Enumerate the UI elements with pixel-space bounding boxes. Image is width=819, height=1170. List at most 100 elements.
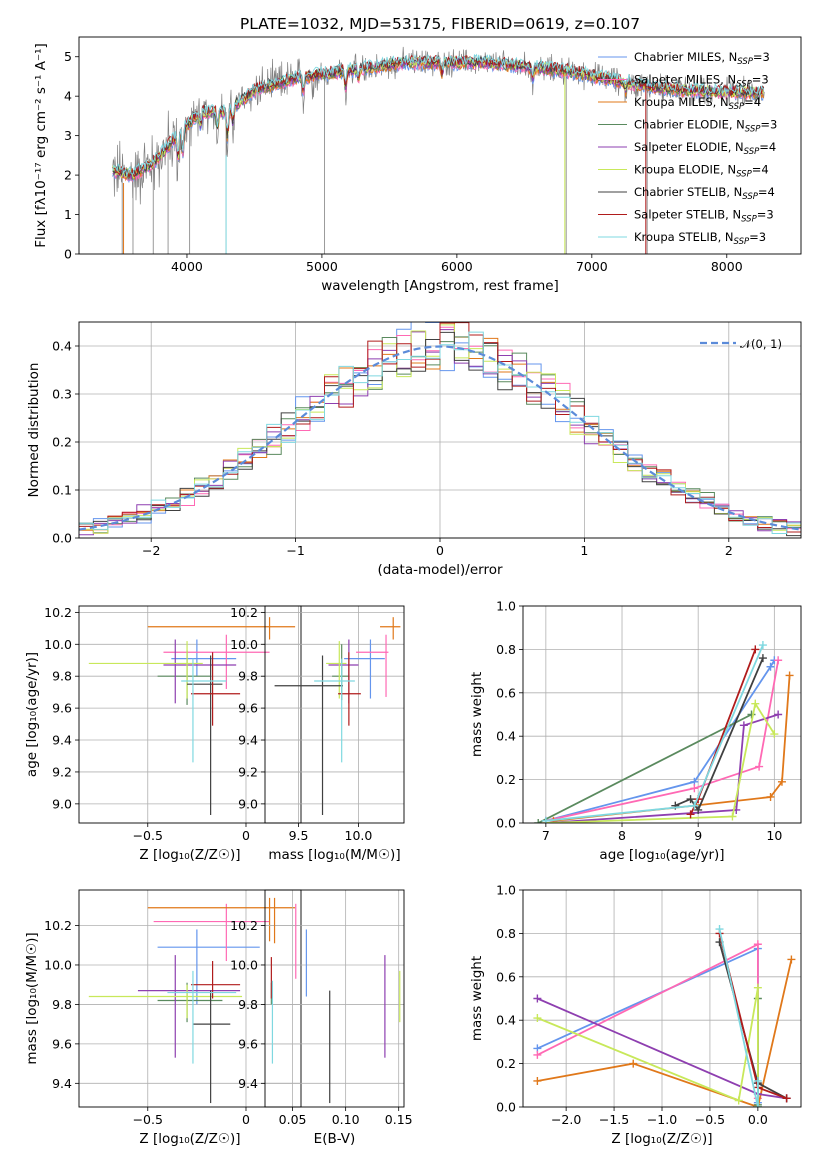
error-bar-point bbox=[380, 617, 401, 640]
y-tick-label: 1.0 bbox=[496, 599, 516, 614]
plus-marker bbox=[782, 1094, 791, 1103]
error-bar-point bbox=[274, 655, 343, 816]
x-tick-label: 9.5 bbox=[289, 828, 309, 843]
plus-marker bbox=[533, 1014, 542, 1023]
error-bar-point bbox=[171, 639, 237, 677]
error-bar-point bbox=[192, 990, 231, 1104]
y-tick-label: 9.0 bbox=[238, 796, 258, 811]
y-tick-label: 10.2 bbox=[44, 918, 72, 933]
x-tick-label: 0 bbox=[436, 543, 444, 558]
y-tick-label: 0.1 bbox=[52, 483, 72, 498]
x-tick-label: 2 bbox=[725, 543, 733, 558]
legend-entry: Kroupa STELIB, NSSP=3 bbox=[634, 230, 766, 247]
axes-frame bbox=[522, 605, 802, 824]
y-tick-label: 4 bbox=[64, 89, 72, 104]
age-Z-panel: −0.5 0 9.0 9.2 9.4 9.6 9.8 10.0 10.2 Z [log₁₀(Z/Z… bbox=[24, 605, 302, 863]
error-bar-point bbox=[314, 658, 355, 763]
plot-area bbox=[79, 322, 801, 537]
y-tick-label: 0.2 bbox=[496, 772, 516, 787]
x-tick-label: 0 bbox=[242, 828, 250, 843]
x-tick-label: −1 bbox=[286, 543, 304, 558]
plus-marker bbox=[533, 994, 542, 1003]
plus-marker bbox=[541, 816, 550, 823]
plus-marker bbox=[785, 671, 794, 680]
y-axis-label: Flux [fλ10⁻¹⁷ erg cm⁻² s⁻¹ A⁻¹] bbox=[33, 43, 49, 248]
plus-marker bbox=[533, 1076, 542, 1085]
y-tick-label: 9.0 bbox=[52, 796, 72, 811]
x-tick-label: −1.5 bbox=[599, 1112, 629, 1127]
x-tick-label: 6000 bbox=[441, 259, 473, 274]
axes-frame bbox=[78, 889, 302, 1108]
plot-area bbox=[534, 641, 794, 823]
x-axis-label: Z [log₁₀(Z/Z☉)] bbox=[611, 1131, 712, 1147]
plus-marker bbox=[690, 801, 699, 810]
plus-marker bbox=[766, 792, 775, 801]
x-axis-label: E(B-V) bbox=[314, 1131, 356, 1147]
age-mass-panel: 9.5 10.0 9.0 9.2 9.4 9.6 9.8 10.0 10.2 mass [log₁… bbox=[230, 605, 405, 863]
y-tick-label: 9.6 bbox=[52, 701, 72, 716]
plus-marker bbox=[694, 805, 703, 814]
error-bar-point bbox=[147, 617, 296, 640]
y-tick-label: 9.4 bbox=[52, 733, 72, 748]
x-tick-label: 4000 bbox=[171, 259, 203, 274]
plot-area bbox=[533, 925, 796, 1107]
plus-marker bbox=[766, 662, 775, 671]
error-bar-point bbox=[190, 652, 241, 726]
x-tick-label: 10.0 bbox=[345, 828, 373, 843]
y-tick-label: 10.2 bbox=[44, 605, 72, 620]
error-bar-point bbox=[153, 903, 270, 962]
y-tick-label: 0.6 bbox=[496, 685, 516, 700]
x-tick-label: 0.05 bbox=[279, 1112, 307, 1127]
x-axis-label: Z [log₁₀(Z/Z☉)] bbox=[139, 1131, 240, 1147]
error-bar-point bbox=[163, 634, 270, 689]
spectrum-panel: 4000 5000 6000 7000 8000 0 1 2 3 4 5 PLATE=1032, MJ… bbox=[33, 15, 802, 294]
y-axis-label: mass weight bbox=[469, 956, 485, 1041]
plot-area bbox=[270, 897, 401, 1104]
x-tick-label: 7 bbox=[542, 828, 550, 843]
mass-weight-line-2 bbox=[537, 959, 793, 1107]
legend-entry: Salpeter STELIB, NSSP=3 bbox=[634, 208, 774, 225]
plus-marker bbox=[753, 1103, 762, 1107]
x-axis-label: wavelength [Angstrom, rest frame] bbox=[321, 278, 559, 294]
x-tick-label: 0.0 bbox=[748, 1112, 768, 1127]
axes-frame bbox=[264, 605, 405, 824]
legend-entry: Salpeter MILES, NSSP=3 bbox=[634, 73, 769, 90]
mass-weight-line-8 bbox=[718, 928, 759, 1107]
y-tick-label: 10.0 bbox=[230, 637, 258, 652]
y-tick-label: 9.8 bbox=[238, 669, 258, 684]
x-tick-label: 7000 bbox=[576, 259, 608, 274]
y-tick-label: 0.8 bbox=[496, 642, 516, 657]
plus-marker bbox=[770, 730, 779, 739]
y-tick-label: 0.0 bbox=[496, 816, 516, 831]
x-axis-label: mass [log₁₀(M/M☉)] bbox=[268, 847, 400, 863]
plus-marker bbox=[774, 656, 783, 665]
error-bar-point bbox=[332, 644, 349, 701]
error-bar-point bbox=[157, 929, 260, 1005]
y-tick-label: 10.0 bbox=[44, 637, 72, 652]
axes-frame bbox=[522, 889, 802, 1108]
mass-weight-line-4 bbox=[545, 713, 779, 823]
legend-entry: Chabrier ELODIE, NSSP=3 bbox=[634, 118, 777, 135]
legend-entry: Salpeter ELODIE, NSSP=4 bbox=[634, 140, 776, 157]
y-tick-label: 9.4 bbox=[238, 1076, 258, 1091]
y-tick-label: 9.6 bbox=[238, 1036, 258, 1051]
chart-title: PLATE=1032, MJD=53175, FIBERID=0619, z=0… bbox=[240, 15, 640, 33]
plus-marker bbox=[755, 762, 764, 771]
error-bar-point bbox=[167, 970, 237, 1064]
legend-entry: Kroupa MILES, NSSP=4 bbox=[634, 95, 761, 112]
y-tick-label: 9.8 bbox=[238, 997, 258, 1012]
mass-EBV-panel: 0.05 0.10 0.15 9.4 9.6 9.8 10.0 10.2 E(B-V) bbox=[230, 889, 413, 1147]
model-spectrum-8 bbox=[112, 53, 765, 178]
plot-area bbox=[112, 46, 765, 254]
error-bar-point bbox=[147, 897, 296, 942]
y-axis-label: mass [log₁₀(M/M☉)] bbox=[24, 932, 40, 1064]
mass-weight-line-1 bbox=[545, 660, 780, 822]
x-tick-label: 0.10 bbox=[332, 1112, 360, 1127]
x-tick-label: 8000 bbox=[711, 259, 743, 274]
x-tick-label: 1 bbox=[580, 543, 588, 558]
y-tick-label: 0.2 bbox=[496, 1056, 516, 1071]
y-tick-label: 0.4 bbox=[52, 339, 72, 354]
y-tick-label: 9.4 bbox=[238, 733, 258, 748]
plus-marker bbox=[533, 1050, 542, 1059]
y-tick-label: 9.4 bbox=[52, 1076, 72, 1091]
